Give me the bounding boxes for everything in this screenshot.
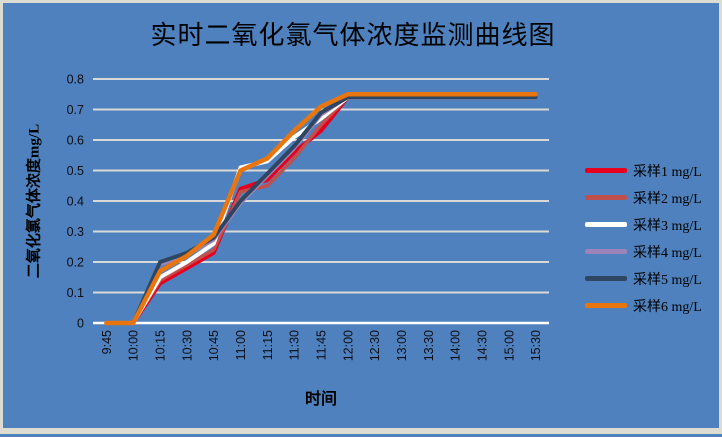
x-tick-label: 9:45: [100, 330, 114, 354]
legend-item-3[interactable]: 采样3 mg/L: [585, 211, 702, 238]
x-tick-label: 11:30: [288, 330, 302, 360]
legend-item-1[interactable]: 采样1 mg/L: [585, 157, 702, 184]
legend: 采样1 mg/L 采样2 mg/L 采样3 mg/L 采样4 mg/L 采样5 mg/L…: [585, 157, 702, 319]
x-tick-label: 13:00: [395, 330, 409, 361]
legend-item-4[interactable]: 采样4 mg/L: [585, 238, 702, 265]
x-tick-label: 14:30: [475, 330, 489, 361]
legend-item-6[interactable]: 采样6 mg/L: [585, 292, 702, 319]
y-tick-label: 0.8: [67, 73, 84, 87]
y-tick-label: 0.4: [67, 195, 84, 209]
x-tick-label: 11:15: [261, 330, 275, 360]
legend-label: 采样6 mg/L: [633, 299, 702, 315]
y-axis-title: 二氧化氯气体浓度mg/L: [26, 123, 43, 279]
series-line-5[interactable]: [104, 95, 538, 325]
legend-item-2[interactable]: 采样2 mg/L: [585, 184, 702, 211]
legend-label: 采样4 mg/L: [633, 245, 702, 261]
legend-swatch-icon: [585, 168, 627, 173]
x-tick-label: 10:15: [154, 330, 168, 361]
y-tick-label: 0.6: [67, 134, 84, 148]
x-axis-title: 时间: [304, 391, 337, 408]
y-tick-label: 0: [77, 317, 84, 331]
legend-swatch-icon: [585, 276, 627, 281]
y-tick-label: 0.7: [67, 103, 84, 117]
y-tick-label: 0.1: [67, 286, 84, 300]
legend-swatch-icon: [585, 249, 627, 254]
legend-label: 采样5 mg/L: [633, 272, 702, 288]
x-tick-label: 14:00: [449, 330, 463, 361]
legend-swatch-icon: [585, 303, 627, 308]
legend-label: 采样2 mg/L: [633, 191, 702, 207]
x-tick-label: 12:30: [368, 330, 382, 361]
legend-label: 采样3 mg/L: [633, 218, 702, 234]
x-tick-label: 11:45: [315, 330, 329, 360]
x-tick-label: 10:30: [180, 330, 194, 361]
plot-area: 0 0.1 0.2 0.3 0.4 0.5 0.6 0.7 0.8 9:45 10:00 10:15 1…: [67, 73, 549, 361]
x-tick-label: 15:30: [529, 330, 543, 361]
series-line-1[interactable]: [104, 95, 538, 325]
y-tick-label: 0.5: [67, 164, 84, 178]
chart-title[interactable]: 实时二氧化氯气体浓度监测曲线图: [150, 21, 556, 50]
y-tick-label: 0.2: [67, 256, 84, 270]
legend-swatch-icon: [585, 222, 627, 227]
x-tick-label: 11:00: [234, 330, 248, 360]
x-tick-label: 10:00: [127, 330, 141, 361]
x-tick-label: 10:45: [207, 330, 221, 361]
x-tick-label: 15:00: [502, 330, 516, 361]
legend-label: 采样1 mg/L: [633, 164, 702, 180]
series-line-6[interactable]: [104, 92, 538, 326]
x-tick-label: 12:00: [341, 330, 355, 361]
legend-item-5[interactable]: 采样5 mg/L: [585, 265, 702, 292]
legend-swatch-icon: [585, 195, 627, 200]
x-tick-label: 13:30: [422, 330, 436, 361]
y-tick-label: 0.3: [67, 225, 84, 239]
